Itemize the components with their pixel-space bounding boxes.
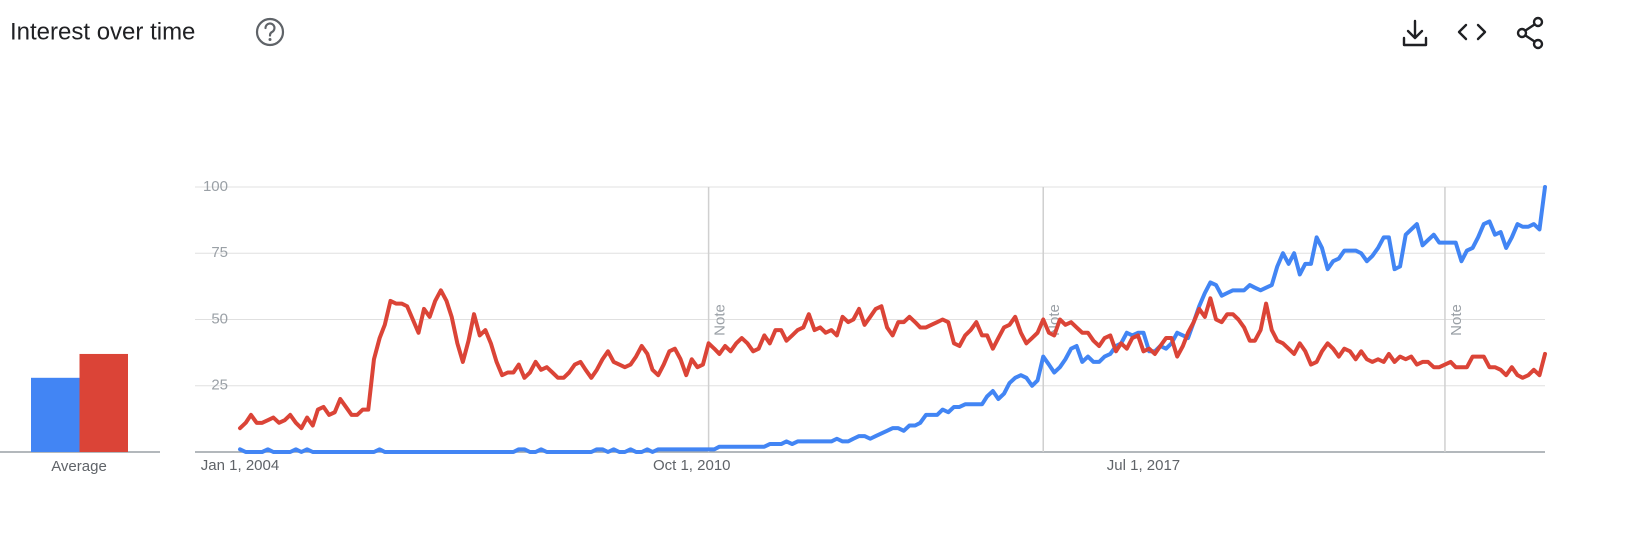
help-icon[interactable] — [255, 17, 285, 47]
share-icon[interactable] — [1516, 16, 1544, 50]
note-label: Note — [712, 304, 729, 336]
y-tick-label: 100 — [203, 178, 228, 195]
average-bar — [31, 377, 80, 452]
chart-title: Interest over time — [10, 18, 195, 45]
series-line — [238, 185, 1547, 454]
x-tick-label: Jan 1, 2004 — [201, 457, 279, 474]
average-label: Average — [51, 458, 107, 475]
x-tick-label: Jul 1, 2017 — [1107, 457, 1180, 474]
y-tick-label: 25 — [211, 377, 228, 394]
download-icon[interactable] — [1402, 19, 1428, 47]
embed-icon[interactable] — [1457, 23, 1487, 41]
y-tick-label: 50 — [211, 310, 228, 327]
average-bar — [79, 353, 128, 452]
x-tick-label: Oct 1, 2010 — [653, 457, 731, 474]
note-label: Note — [1448, 304, 1465, 336]
series-line — [238, 288, 1547, 431]
y-tick-label: 75 — [211, 244, 228, 261]
